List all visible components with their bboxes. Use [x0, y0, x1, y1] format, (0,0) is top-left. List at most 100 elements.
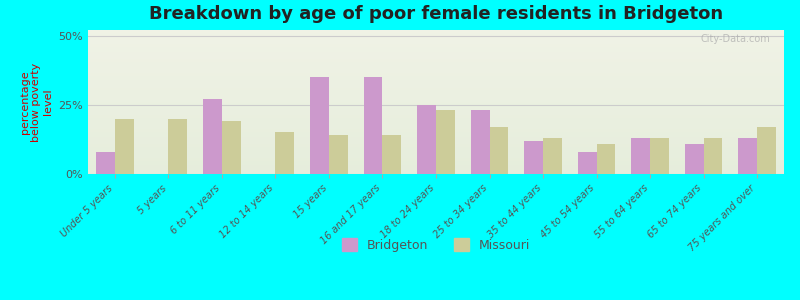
Bar: [88, 30, 784, 31]
Bar: [88, 145, 784, 147]
Bar: [88, 66, 784, 68]
Bar: [597, 143, 615, 174]
Bar: [88, 85, 784, 86]
Bar: [88, 40, 784, 41]
Bar: [88, 89, 784, 91]
Bar: [88, 77, 784, 79]
Bar: [88, 62, 784, 63]
Bar: [88, 131, 784, 132]
Bar: [88, 73, 784, 75]
Bar: [524, 141, 543, 174]
Bar: [88, 157, 784, 158]
Bar: [88, 93, 784, 95]
Bar: [88, 47, 784, 49]
Bar: [88, 121, 784, 122]
Bar: [88, 136, 784, 138]
Bar: [88, 168, 784, 170]
Bar: [650, 138, 669, 174]
Bar: [88, 95, 784, 96]
Bar: [88, 37, 784, 39]
Bar: [88, 68, 784, 69]
Bar: [88, 88, 784, 89]
Bar: [88, 122, 784, 124]
Bar: [88, 148, 784, 149]
Bar: [88, 43, 784, 44]
Bar: [88, 165, 784, 167]
Bar: [490, 127, 508, 174]
Bar: [704, 138, 722, 174]
Bar: [88, 167, 784, 168]
Bar: [88, 115, 784, 116]
Bar: [88, 86, 784, 88]
Bar: [88, 91, 784, 92]
Bar: [88, 82, 784, 83]
Bar: [88, 72, 784, 73]
Bar: [88, 141, 784, 142]
Bar: [88, 105, 784, 106]
Bar: [88, 41, 784, 43]
Bar: [88, 152, 784, 154]
Bar: [88, 134, 784, 135]
Bar: [88, 98, 784, 99]
Bar: [88, 56, 784, 57]
Bar: [88, 59, 784, 60]
Bar: [631, 138, 650, 174]
Bar: [88, 135, 784, 136]
Bar: [88, 155, 784, 157]
Bar: [88, 154, 784, 155]
Bar: [88, 149, 784, 151]
Bar: [758, 127, 776, 174]
Bar: [88, 39, 784, 40]
Bar: [275, 133, 294, 174]
Bar: [88, 92, 784, 93]
Bar: [738, 138, 758, 174]
Bar: [88, 116, 784, 118]
Legend: Bridgeton, Missouri: Bridgeton, Missouri: [337, 233, 535, 257]
Bar: [88, 79, 784, 80]
Bar: [88, 164, 784, 165]
Bar: [96, 152, 114, 174]
Bar: [88, 163, 784, 164]
Bar: [88, 109, 784, 111]
Bar: [88, 138, 784, 140]
Bar: [203, 99, 222, 174]
Bar: [88, 144, 784, 145]
Bar: [88, 52, 784, 53]
Bar: [88, 127, 784, 128]
Bar: [88, 83, 784, 85]
Bar: [88, 57, 784, 59]
Bar: [88, 108, 784, 109]
Bar: [88, 172, 784, 174]
Bar: [88, 69, 784, 70]
Bar: [578, 152, 597, 174]
Bar: [88, 128, 784, 129]
Bar: [88, 32, 784, 33]
Bar: [88, 151, 784, 152]
Bar: [88, 44, 784, 46]
Title: Breakdown by age of poor female residents in Bridgeton: Breakdown by age of poor female resident…: [149, 5, 723, 23]
Bar: [88, 70, 784, 72]
Bar: [88, 171, 784, 172]
Bar: [88, 100, 784, 102]
Bar: [88, 49, 784, 50]
Bar: [88, 60, 784, 62]
Bar: [88, 53, 784, 55]
Bar: [88, 96, 784, 98]
Bar: [88, 112, 784, 113]
Y-axis label: percentage
below poverty
level: percentage below poverty level: [20, 62, 53, 142]
Bar: [88, 118, 784, 119]
Bar: [88, 132, 784, 134]
Bar: [88, 124, 784, 125]
Bar: [88, 55, 784, 56]
Bar: [222, 122, 241, 174]
Bar: [88, 75, 784, 76]
Bar: [88, 142, 784, 144]
Bar: [88, 76, 784, 77]
Bar: [168, 118, 187, 174]
Text: City-Data.com: City-Data.com: [700, 34, 770, 44]
Bar: [88, 160, 784, 161]
Bar: [543, 138, 562, 174]
Bar: [88, 80, 784, 82]
Bar: [88, 64, 784, 66]
Bar: [364, 77, 382, 174]
